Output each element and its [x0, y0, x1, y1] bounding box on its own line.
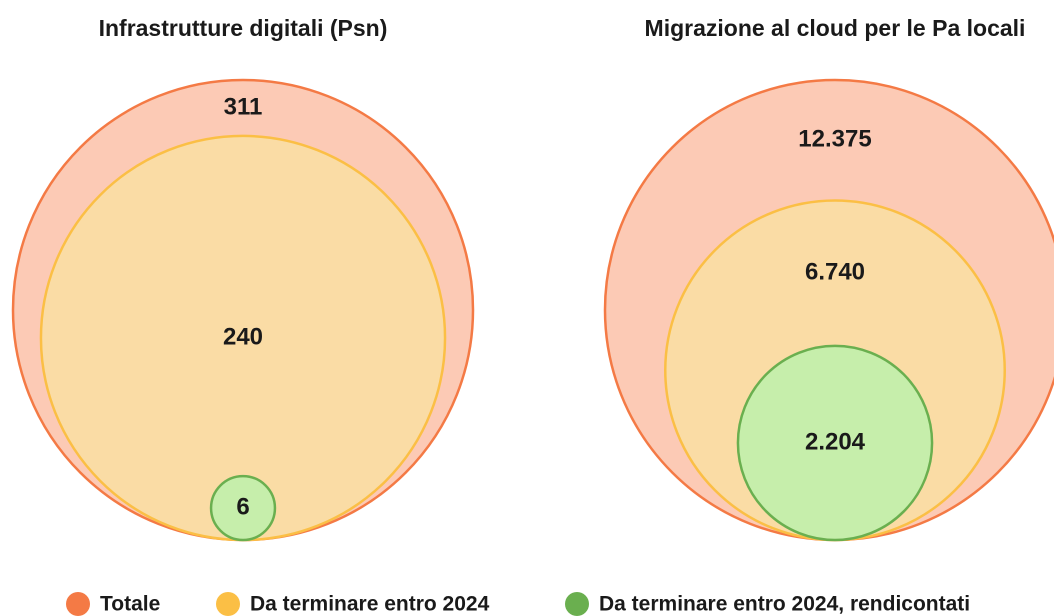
value-label: 12.375: [798, 126, 871, 153]
value-label: 311: [224, 93, 263, 120]
value-label: 240: [223, 323, 263, 350]
legend-swatch: [66, 592, 90, 616]
circle: [736, 344, 934, 542]
legend-swatch: [565, 592, 589, 616]
chart-title: Migrazione al cloud per le Pa locali: [645, 15, 1026, 41]
value-label: 6: [236, 493, 249, 520]
chart-title: Infrastrutture digitali (Psn): [99, 15, 388, 41]
circle: [209, 474, 277, 542]
legend-label: Totale: [100, 593, 160, 616]
value-label: 2.204: [805, 428, 866, 455]
legend-label: Da terminare entro 2024: [250, 593, 490, 616]
value-label: 6.740: [805, 259, 865, 286]
legend-label: Da terminare entro 2024, rendicontati: [599, 593, 970, 616]
legend-swatch: [216, 592, 240, 616]
